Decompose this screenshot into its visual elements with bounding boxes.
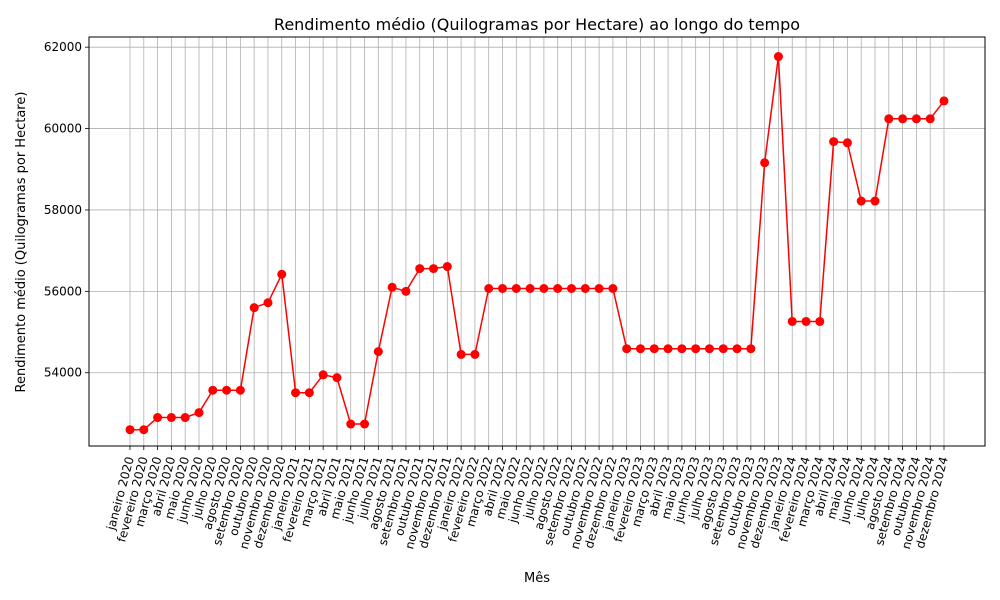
data-point: [553, 284, 563, 294]
data-point: [442, 262, 452, 272]
data-point: [511, 284, 521, 294]
data-point: [456, 349, 466, 359]
y-tick-label: 62000: [44, 40, 82, 54]
data-point: [484, 284, 494, 294]
data-point: [691, 344, 701, 354]
y-tick-label: 54000: [44, 366, 82, 380]
data-point: [704, 344, 714, 354]
data-point: [125, 425, 135, 435]
data-point: [870, 196, 880, 206]
data-point: [842, 138, 852, 148]
data-point: [235, 385, 245, 395]
data-point: [166, 413, 176, 423]
data-point: [566, 284, 576, 294]
y-axis-label: Rendimento médio (Quilogramas por Hectar…: [14, 92, 29, 393]
data-point: [208, 385, 218, 395]
data-point: [815, 316, 825, 326]
data-point: [249, 303, 259, 313]
data-point: [829, 137, 839, 147]
data-point: [346, 419, 356, 429]
data-point: [222, 385, 232, 395]
data-point: [373, 347, 383, 357]
data-point: [622, 344, 632, 354]
data-point: [801, 316, 811, 326]
data-point: [732, 344, 742, 354]
y-tick-label: 60000: [44, 122, 82, 136]
data-point: [401, 286, 411, 296]
data-point: [332, 373, 342, 383]
data-point: [746, 344, 756, 354]
data-point: [911, 114, 921, 124]
data-point: [884, 114, 894, 124]
data-point: [773, 52, 783, 62]
data-point: [470, 349, 480, 359]
data-point: [608, 284, 618, 294]
x-axis-label: Mês: [524, 571, 550, 586]
data-point: [318, 370, 328, 380]
data-point: [939, 96, 949, 106]
y-tick-label: 56000: [44, 284, 82, 298]
y-tick-label: 58000: [44, 203, 82, 217]
data-point: [139, 425, 149, 435]
chart-title: Rendimento médio (Quilogramas por Hectar…: [274, 15, 800, 34]
data-point: [429, 264, 439, 274]
data-point: [635, 344, 645, 354]
data-point: [387, 282, 397, 292]
data-point: [787, 316, 797, 326]
data-point: [360, 419, 370, 429]
data-point: [194, 408, 204, 418]
plot-frame: [88, 36, 986, 447]
series-layer: [125, 52, 949, 435]
data-point: [498, 284, 508, 294]
data-point: [539, 284, 549, 294]
data-point: [594, 284, 604, 294]
data-point: [291, 388, 301, 398]
data-point: [263, 298, 273, 308]
y-axis-ticks: 54000 56000 58000 60000 62000: [44, 40, 89, 380]
data-point: [415, 264, 425, 274]
data-point: [180, 413, 190, 423]
data-point: [649, 344, 659, 354]
data-point: [525, 284, 535, 294]
data-point: [580, 284, 590, 294]
data-point: [760, 158, 770, 168]
data-point: [663, 344, 673, 354]
data-point: [304, 388, 314, 398]
data-point: [153, 413, 163, 423]
data-point: [718, 344, 728, 354]
data-point: [925, 114, 935, 124]
data-point: [277, 269, 287, 279]
data-point: [898, 114, 908, 124]
data-point: [856, 196, 866, 206]
data-point: [677, 344, 687, 354]
